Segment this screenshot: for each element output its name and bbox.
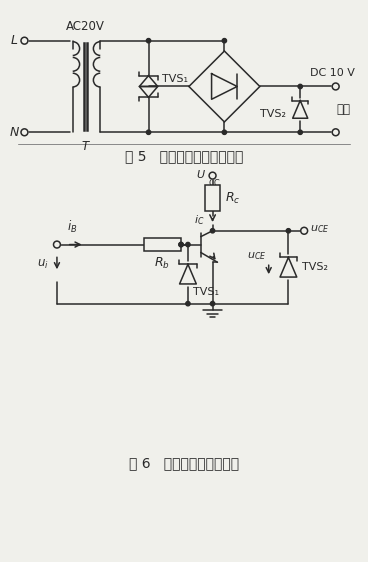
Text: 图 5   直流系统电路浪涌保护: 图 5 直流系统电路浪涌保护 (125, 149, 243, 163)
Circle shape (286, 229, 291, 233)
Text: N: N (10, 126, 19, 139)
Circle shape (21, 129, 28, 136)
Circle shape (301, 227, 308, 234)
Circle shape (332, 83, 339, 90)
Text: $U$: $U$ (196, 167, 206, 180)
Circle shape (209, 172, 216, 179)
Bar (144, 238, 181, 251)
Circle shape (53, 241, 60, 248)
Text: 图 6   晶体管电路浪涌防护: 图 6 晶体管电路浪涌防护 (129, 456, 239, 470)
Text: TVS₂: TVS₂ (302, 262, 328, 272)
Text: 负载: 负载 (337, 103, 351, 116)
Circle shape (210, 301, 215, 306)
Circle shape (210, 229, 215, 233)
Circle shape (179, 242, 183, 247)
Text: $i_C$: $i_C$ (194, 214, 205, 227)
Text: $u_{CE}$: $u_{CE}$ (247, 251, 267, 262)
Text: TVS₁: TVS₁ (193, 287, 219, 297)
Circle shape (298, 84, 302, 89)
Circle shape (186, 242, 190, 247)
Circle shape (222, 130, 227, 134)
Circle shape (186, 301, 190, 306)
Circle shape (332, 129, 339, 136)
Text: $R_b$: $R_b$ (155, 256, 170, 271)
Text: AC20V: AC20V (66, 20, 105, 33)
Circle shape (179, 242, 183, 247)
Circle shape (21, 37, 28, 44)
Text: CC: CC (209, 179, 220, 188)
Text: $u_{CE}$: $u_{CE}$ (310, 223, 329, 235)
Text: $R_c$: $R_c$ (225, 191, 241, 206)
Text: $u_i$: $u_i$ (38, 258, 49, 271)
Text: T: T (82, 140, 89, 153)
Circle shape (146, 39, 151, 43)
Text: TVS₂: TVS₂ (261, 109, 286, 119)
Text: L: L (11, 34, 18, 47)
Text: DC 10 V: DC 10 V (310, 67, 355, 78)
Text: TVS₁: TVS₁ (162, 74, 188, 84)
Bar (205, 185, 220, 211)
Circle shape (222, 39, 227, 43)
Circle shape (298, 130, 302, 134)
Circle shape (146, 130, 151, 134)
Text: $i_B$: $i_B$ (67, 219, 77, 235)
